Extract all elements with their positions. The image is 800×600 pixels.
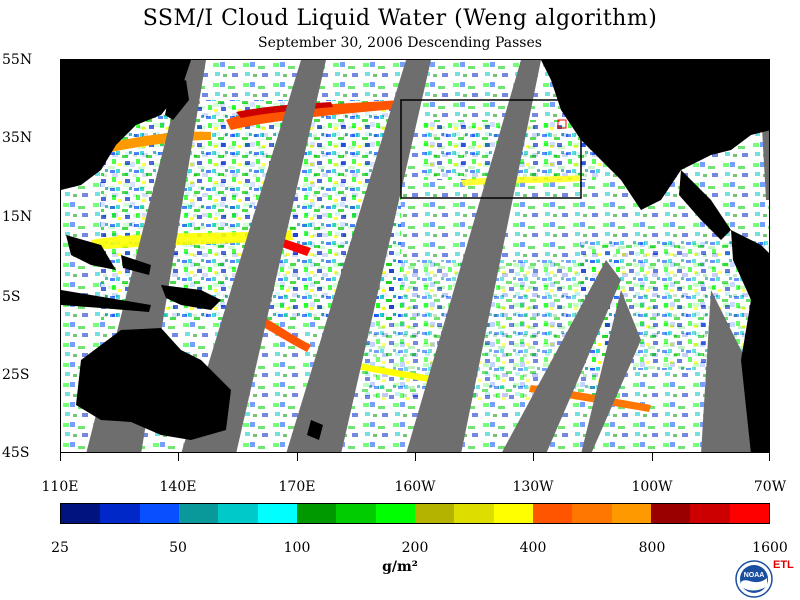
lon-label-110e: 110E [41, 479, 79, 495]
color-scale-segment [61, 504, 101, 523]
lon-label-130w: 130W [512, 479, 554, 495]
color-scale-segment [690, 504, 730, 523]
lon-label-100w: 100W [631, 479, 673, 495]
lon-label-70w: 70W [753, 479, 787, 495]
color-scale-segment [139, 504, 179, 523]
color-scale-bar [60, 503, 770, 524]
color-scale-segment [611, 504, 651, 523]
lon-tick [769, 453, 770, 461]
lon-label-170e: 170E [278, 479, 316, 495]
color-scale-segment [650, 504, 691, 523]
scale-label-50: 50 [169, 540, 187, 556]
color-scale-segment [178, 504, 219, 523]
lat-label-15n: 15N [2, 209, 33, 225]
color-scale-segment [532, 504, 573, 523]
lon-label-160w: 160W [394, 479, 436, 495]
lat-label-5s: 5S [2, 289, 21, 305]
etl-logo: ETL [773, 560, 794, 571]
lon-tick [652, 453, 653, 461]
lon-tick [297, 453, 298, 461]
color-scale-segment [493, 504, 533, 523]
scale-label-1600: 1600 [752, 540, 788, 556]
scale-label-200: 200 [401, 540, 429, 556]
cloud-water-map [60, 59, 770, 453]
lon-tick [178, 453, 179, 461]
map-subtitle: September 30, 2006 Descending Passes [258, 35, 542, 51]
lat-label-25s: 25S [2, 367, 30, 383]
color-scale-segment [336, 504, 376, 523]
lon-tick [415, 453, 416, 461]
color-scale-segment [729, 504, 769, 523]
color-scale-segment [100, 504, 140, 523]
lat-label-35n: 35N [2, 130, 33, 146]
scale-label-800: 800 [638, 540, 666, 556]
color-scale-segment [218, 504, 258, 523]
lon-tick [60, 453, 61, 461]
lon-tick [533, 453, 534, 461]
noaa-logo-icon: NOAA [735, 560, 773, 598]
map-title: SSM/I Cloud Liquid Water (Weng algorithm… [142, 6, 658, 31]
map-canvas [61, 60, 769, 452]
lon-label-140e: 140E [159, 479, 197, 495]
highlight-box [400, 99, 582, 199]
noaa-text: NOAA [744, 572, 765, 579]
no-data-swaths [86, 60, 769, 452]
red-marker [557, 119, 567, 129]
color-scale-segment [454, 504, 494, 523]
scale-label-400: 400 [519, 540, 547, 556]
color-scale-segment [296, 504, 337, 523]
etl-text: ETL [773, 559, 794, 571]
scale-label-100: 100 [283, 540, 311, 556]
color-scale-segment [257, 504, 297, 523]
unit-label: g/m² [382, 559, 418, 575]
lat-label-45s: 45S [2, 445, 30, 461]
color-scale-segment [375, 504, 415, 523]
color-scale-segment [572, 504, 612, 523]
color-scale-segment [414, 504, 455, 523]
lat-label-55n: 55N [2, 52, 33, 68]
land-masses [61, 60, 769, 452]
scale-label-25: 25 [51, 540, 69, 556]
